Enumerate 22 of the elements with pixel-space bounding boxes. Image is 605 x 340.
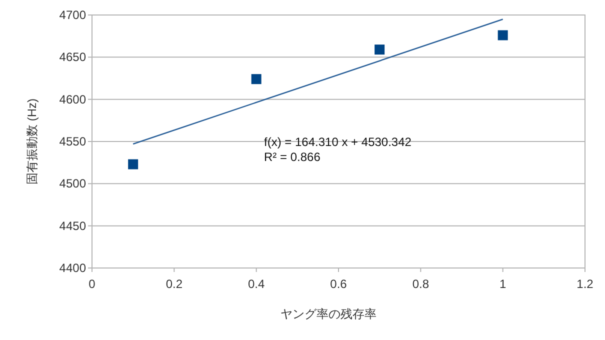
- x-tick-label: 1: [499, 277, 506, 291]
- x-axis-title: ヤング率の残存率: [280, 307, 376, 321]
- y-tick-label: 4650: [59, 50, 86, 64]
- point: [128, 159, 138, 170]
- x-tick-label: 1.2: [576, 277, 594, 291]
- point: [374, 44, 385, 55]
- y-tick-label: 4700: [59, 8, 86, 22]
- y-tick-label: 4450: [59, 218, 86, 233]
- point: [251, 74, 262, 84]
- annotation: R² = 0.866: [264, 150, 321, 164]
- x-tick-label: 0.4: [248, 277, 265, 291]
- x-tick-label: 0.8: [412, 277, 430, 291]
- y-tick-label: 4500: [59, 176, 86, 191]
- x-tick-label: 0.2: [166, 277, 183, 291]
- y-tick-label: 4400: [59, 261, 86, 275]
- annotation: f(x) = 164.310 x + 4530.342: [264, 135, 412, 149]
- y-axis-title: 固有振動数 (Hz): [25, 98, 39, 184]
- y-tick-label: 4550: [59, 134, 86, 148]
- x-tick-label: 0.6: [330, 277, 348, 291]
- point: [498, 30, 508, 40]
- y-tick-label: 4600: [59, 92, 86, 106]
- x-tick-label: 0: [88, 277, 96, 291]
